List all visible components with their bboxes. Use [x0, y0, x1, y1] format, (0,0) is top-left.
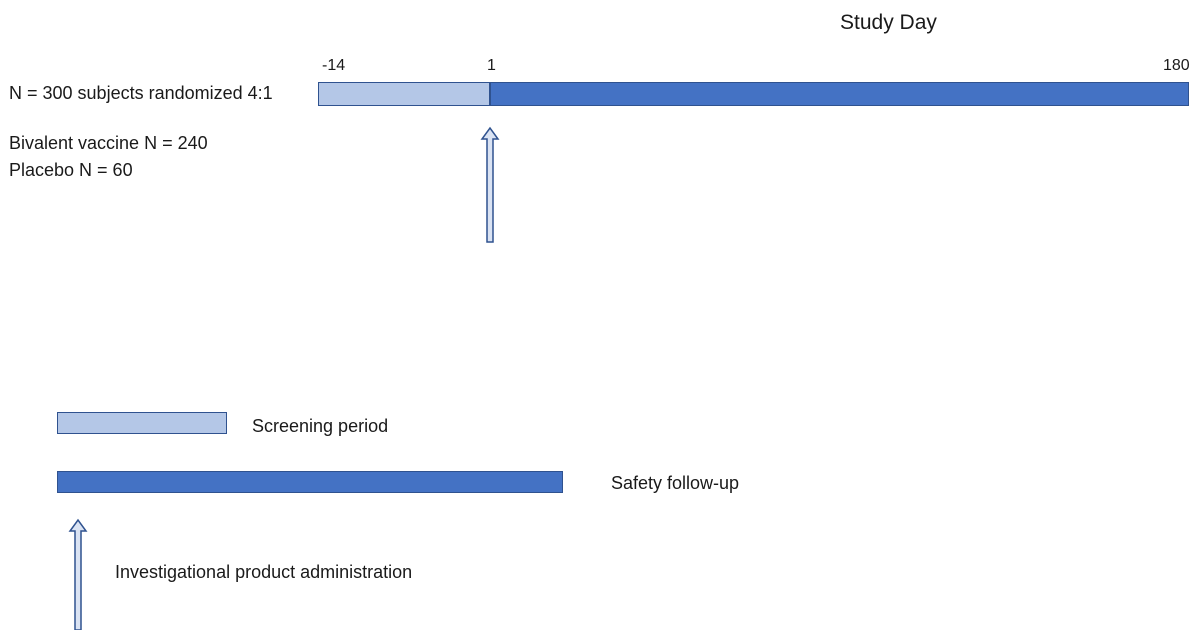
- safety-follow-up-bar: [490, 82, 1189, 106]
- legend-administration-label: Investigational product administration: [115, 562, 413, 582]
- legend-follow-up-label: Safety follow-up: [611, 473, 740, 493]
- study-day-title: Study Day: [840, 11, 937, 34]
- arm-label-placebo: Placebo N = 60: [9, 160, 133, 180]
- legend-follow-up-swatch: [57, 471, 563, 493]
- tick-label-day-1: 1: [487, 57, 496, 74]
- administration-arrow-icon: [480, 126, 500, 243]
- tick-label-minus-14: -14: [322, 57, 346, 74]
- population-label: N = 300 subjects randomized 4:1: [9, 83, 273, 103]
- legend-administration-arrow-icon: [68, 518, 88, 630]
- screening-period-bar: [318, 82, 490, 106]
- tick-label-day-180: 180: [1163, 57, 1190, 74]
- arm-label-vaccine: Bivalent vaccine N = 240: [9, 133, 208, 153]
- legend-screening-label: Screening period: [252, 416, 389, 436]
- legend-screening-swatch: [57, 412, 227, 434]
